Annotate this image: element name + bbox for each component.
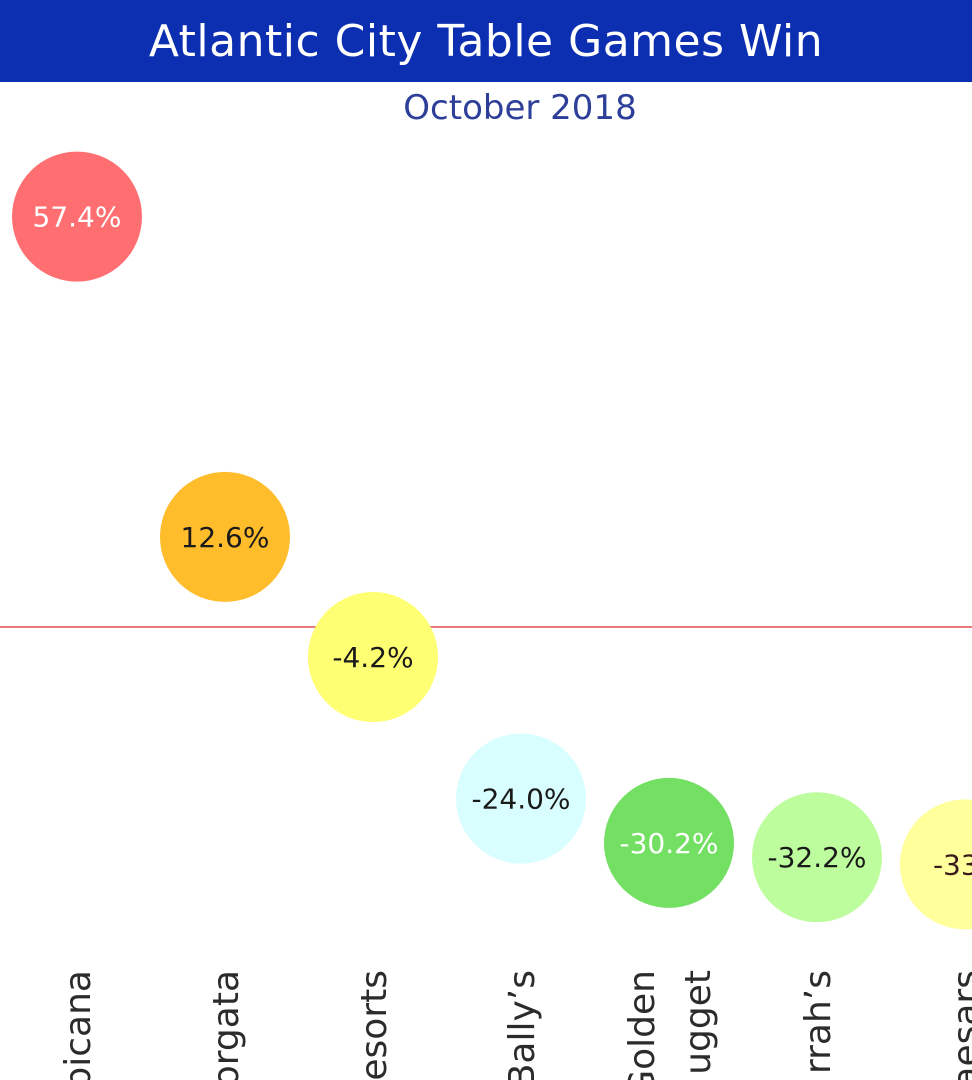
bubble-mark — [752, 792, 882, 923]
bubble-mark — [308, 592, 438, 723]
category-tick-label: rrah’s — [798, 970, 839, 1074]
bubble-value-label: -24.0% — [471, 783, 570, 816]
category-tick-label: Golden — [622, 970, 663, 1080]
bubble-value-label: -30.2% — [619, 827, 718, 860]
category-tick-label: orgata — [206, 970, 247, 1080]
title-bar: Atlantic City Table Games Win — [0, 0, 972, 82]
bubble-group: 57.4% picana — [12, 151, 142, 1080]
bubble-value-label: -33.: — [933, 848, 972, 881]
bubble-mark — [12, 151, 142, 282]
bubble-group: -4.2% esorts — [308, 592, 438, 1080]
bubble-value-label: -4.2% — [332, 641, 413, 674]
category-tick-label: esorts — [354, 970, 395, 1080]
bubble-mark — [900, 799, 972, 930]
bubble-group: -33.: aesars — [900, 799, 972, 1080]
bubble-value-label: 12.6% — [181, 521, 270, 554]
chart-title: Atlantic City Table Games Win — [148, 15, 824, 67]
bubble-group: -30.2% Golden ugget — [604, 777, 734, 1080]
category-tick-label: ugget — [678, 970, 719, 1075]
bubble-group: 12.6% orgata — [160, 471, 290, 1080]
chart-subtitle: October 2018 — [403, 88, 637, 128]
bubble-mark — [604, 777, 734, 908]
bubble-group: -32.2% rrah’s — [752, 792, 882, 1074]
bubble-value-label: -32.2% — [767, 841, 866, 874]
bubble-mark — [456, 733, 586, 864]
bubble-value-label: 57.4% — [33, 201, 122, 234]
category-tick-label: aesars — [946, 970, 972, 1080]
bubble-group: -24.0% Bally’s — [456, 733, 586, 1080]
category-tick-label: picana — [58, 970, 99, 1080]
bubble-mark — [160, 471, 290, 602]
category-tick-label: Bally’s — [502, 970, 543, 1080]
